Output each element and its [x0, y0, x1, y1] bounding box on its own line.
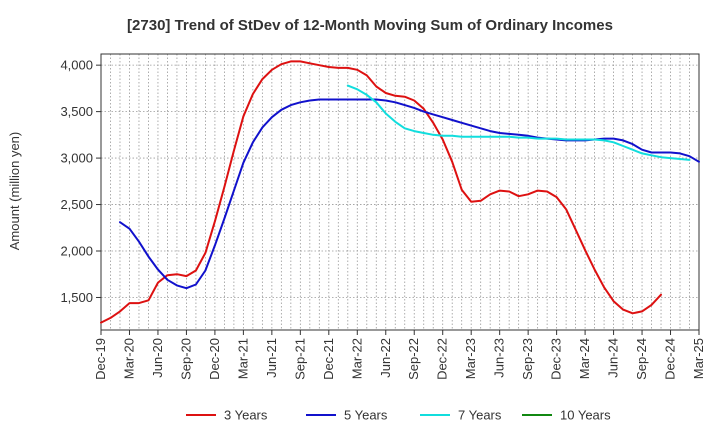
x-tick-label: Mar-20	[121, 338, 136, 379]
x-tick-label: Sep-21	[292, 338, 307, 380]
x-tick-label: Sep-20	[178, 338, 193, 380]
x-tick-label: Dec-24	[663, 338, 678, 380]
series-line-5-years	[119, 98, 700, 290]
x-tick-label: Jun-23	[492, 338, 507, 378]
series-line-7-years	[346, 84, 691, 161]
series-line-3-years	[100, 60, 662, 324]
x-tick-label: Mar-25	[691, 338, 706, 379]
chart-title: [2730] Trend of StDev of 12-Month Moving…	[127, 17, 613, 34]
x-tick-label: Mar-22	[349, 338, 364, 379]
x-tick-label: Sep-24	[634, 338, 649, 380]
x-tick-label: Jun-24	[606, 338, 621, 378]
x-tick-label: Mar-21	[235, 338, 250, 379]
legend-label: 7 Years	[458, 408, 502, 423]
x-ticks: Dec-19 Mar-20 Jun-20 Sep-20 Dec-20 Mar-21 Jun-…	[93, 330, 706, 380]
y-tick-label: 3,500	[60, 104, 93, 119]
y-tick-label: 1,500	[60, 290, 93, 305]
x-tick-label: Dec-21	[321, 338, 336, 380]
legend-label: 3 Years	[224, 408, 268, 423]
x-tick-label: Jun-21	[264, 338, 279, 378]
legend-label: 10 Years	[560, 408, 611, 423]
x-tick-label: Jun-20	[150, 338, 165, 378]
x-tick-label: Dec-22	[435, 338, 450, 380]
x-tick-label: Sep-22	[406, 338, 421, 380]
x-tick-label: Jun-22	[378, 338, 393, 378]
legend-label: 5 Years	[344, 408, 388, 423]
y-axis-label: Amount (million yen)	[7, 132, 22, 251]
plot-frame	[100, 53, 700, 331]
y-tick-label: 3,000	[60, 151, 93, 166]
x-tick-label: Dec-20	[207, 338, 222, 380]
y-ticks: 1,500 2,000 2,500 3,000 3,500 4,000	[60, 58, 101, 305]
y-tick-label: 4,000	[60, 58, 93, 73]
x-tick-label: Mar-23	[463, 338, 478, 379]
x-tick-label: Mar-24	[577, 338, 592, 379]
series-layer	[100, 60, 700, 324]
x-tick-label: Dec-19	[93, 338, 108, 380]
y-tick-label: 2,000	[60, 244, 93, 259]
x-tick-label: Dec-23	[549, 338, 564, 380]
y-tick-label: 2,500	[60, 197, 93, 212]
legend: 3 Years 5 Years 7 Years 10 Years	[186, 408, 611, 423]
x-tick-label: Sep-23	[520, 338, 535, 380]
